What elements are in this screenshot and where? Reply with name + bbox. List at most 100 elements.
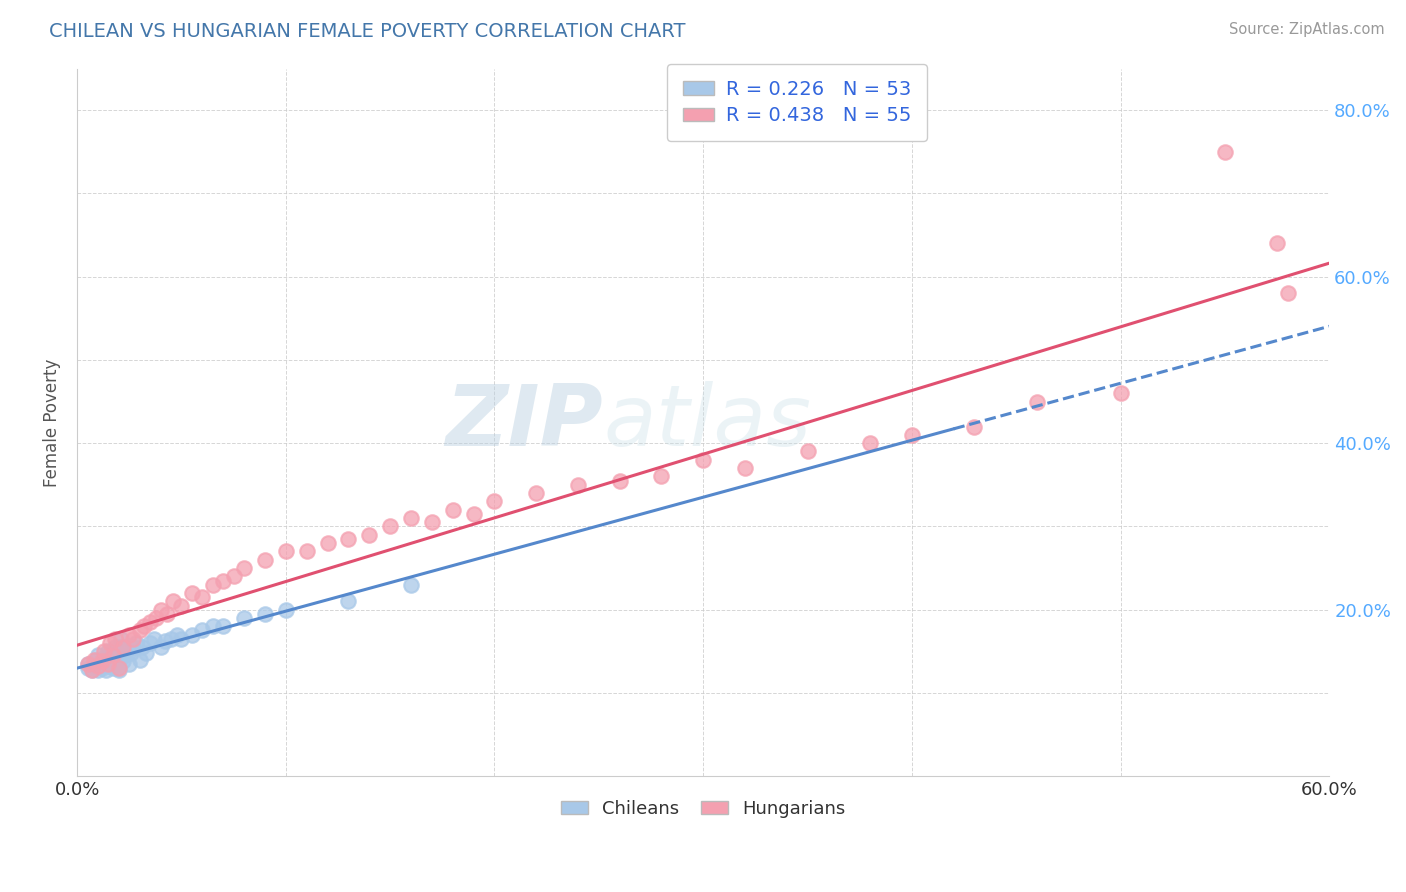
Point [91,654,114,668]
Point [441,502,464,516]
Point [101,648,124,663]
Point [120,646,142,660]
Point [100,659,122,673]
Point [650,469,672,483]
Point [91,654,114,668]
Point [143,632,166,646]
Point [93,651,115,665]
Point [160,632,183,646]
Point [153,634,176,648]
Point [609,474,631,488]
Point [139,615,162,629]
Point [180,627,202,641]
Point [96,663,118,677]
Point [399,577,422,591]
Point [1109,386,1132,401]
Point [337,532,360,546]
Point [114,648,136,663]
Point [80,663,103,677]
Point [233,561,256,575]
Point [567,477,589,491]
Point [191,624,214,638]
Point [734,461,756,475]
Point [166,627,188,641]
Point [132,619,155,633]
Point [93,658,115,673]
Point [274,602,297,616]
Point [108,640,131,654]
Point [101,661,124,675]
Point [212,574,235,588]
Point [1026,394,1049,409]
Point [80,663,103,677]
Point [122,632,145,646]
Point [128,652,150,666]
Point [91,661,114,675]
Point [378,519,401,533]
Point [97,644,120,658]
Point [108,661,131,675]
Point [105,652,128,666]
Point [97,657,120,671]
Text: atlas: atlas [603,381,811,464]
Point [1213,145,1236,159]
Point [253,552,276,566]
Point [87,648,110,663]
Point [108,652,131,666]
Point [337,594,360,608]
Point [180,586,202,600]
Point [1265,236,1288,251]
Point [104,632,127,646]
Point [100,646,122,660]
Text: Source: ZipAtlas.com: Source: ZipAtlas.com [1229,22,1385,37]
Point [115,642,138,657]
Legend: Chileans, Hungarians: Chileans, Hungarians [554,793,853,825]
Point [170,599,193,613]
Text: CHILEAN VS HUNGARIAN FEMALE POVERTY CORRELATION CHART: CHILEAN VS HUNGARIAN FEMALE POVERTY CORR… [49,22,686,41]
Point [83,652,105,666]
Point [524,486,547,500]
Point [420,515,443,529]
Point [110,632,132,646]
Y-axis label: Female Poverty: Female Poverty [44,359,60,486]
Point [191,590,214,604]
Point [149,602,172,616]
Point [399,511,422,525]
Point [101,648,124,663]
Point [1277,286,1299,301]
Point [104,657,127,671]
Point [111,654,134,668]
Point [295,544,318,558]
Point [100,636,122,650]
Point [170,632,193,646]
Point [253,607,276,621]
Point [156,607,179,621]
Point [76,661,98,675]
Point [105,661,128,675]
Point [76,657,98,671]
Point [692,452,714,467]
Point [145,611,167,625]
Point [274,544,297,558]
Point [201,619,224,633]
Point [316,536,339,550]
Text: ZIP: ZIP [446,381,603,464]
Point [87,657,110,671]
Point [124,636,146,650]
Point [135,646,157,660]
Point [76,657,98,671]
Point [118,657,141,671]
Point [201,577,224,591]
Point [212,619,235,633]
Point [122,640,145,654]
Point [118,627,141,641]
Point [131,640,153,654]
Point [139,636,162,650]
Point [463,507,485,521]
Point [233,611,256,625]
Point [128,624,150,638]
Point [859,436,882,450]
Point [222,569,245,583]
Point [93,644,115,658]
Point [484,494,506,508]
